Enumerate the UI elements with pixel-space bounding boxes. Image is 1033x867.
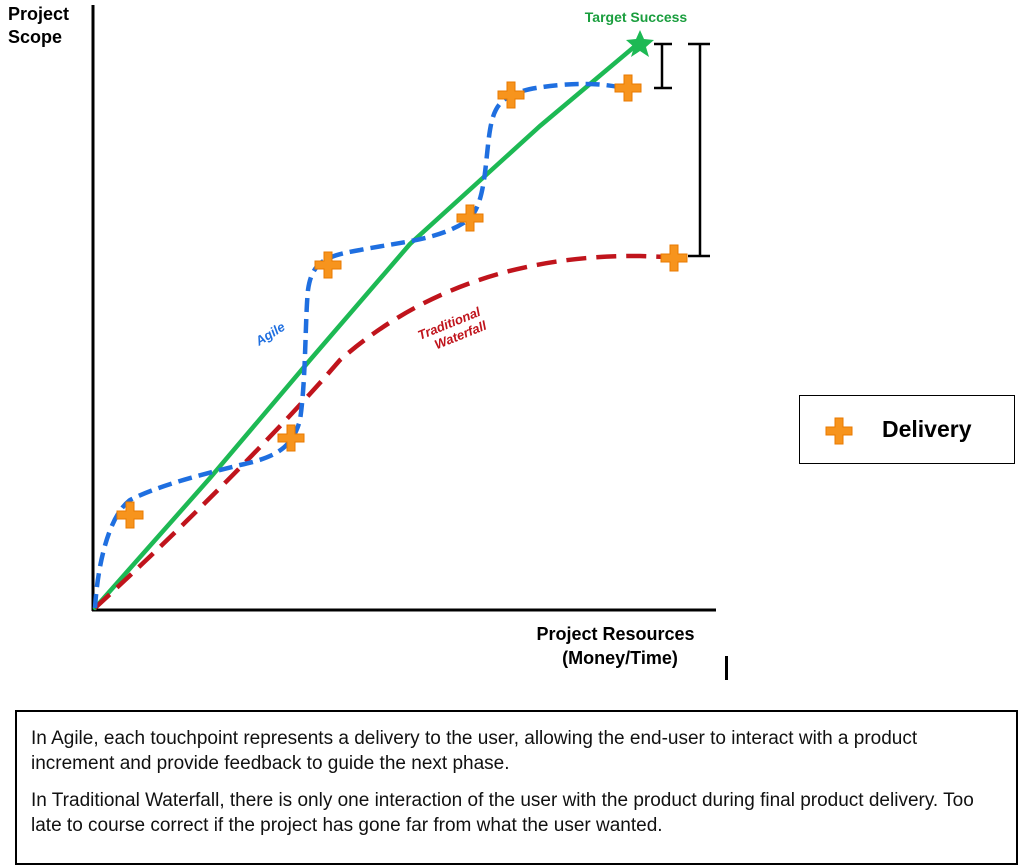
delivery-marker-5 bbox=[497, 81, 525, 109]
explanation-box: In Agile, each touchpoint represents a d… bbox=[15, 710, 1018, 865]
plus-icon bbox=[825, 417, 853, 445]
small-gap-bracket bbox=[654, 42, 672, 90]
x-axis-title: Project Resources (Money/Time) bbox=[536, 624, 699, 668]
y-axis-title-line-1: Project bbox=[8, 4, 69, 24]
legend: Delivery bbox=[799, 395, 1015, 464]
y-axis-title-line-2: Scope bbox=[8, 27, 62, 47]
target-success-label: Target Success bbox=[585, 9, 688, 25]
agile-curve bbox=[92, 81, 629, 609]
delivery-marker-waterfall bbox=[660, 244, 688, 272]
y-axis-title: Project Scope bbox=[8, 4, 74, 47]
text-cursor-mark bbox=[725, 656, 728, 680]
target-success-line bbox=[92, 39, 643, 611]
x-axis-title-line-2: (Money/Time) bbox=[562, 648, 678, 668]
waterfall-label: Traditional Waterfall bbox=[416, 303, 492, 357]
x-axis-title-line-1: Project Resources bbox=[536, 624, 694, 644]
delivery-marker-6 bbox=[614, 74, 642, 102]
agile-label: Agile bbox=[252, 319, 288, 349]
target-star-icon bbox=[626, 30, 654, 57]
agile-note: In Agile, each touchpoint represents a d… bbox=[31, 728, 918, 774]
legend-label: Delivery bbox=[882, 416, 972, 442]
large-gap-bracket bbox=[688, 42, 710, 258]
waterfall-curve bbox=[93, 253, 669, 610]
scope-resources-diagram: Project Scope Project Resources (Money/T… bbox=[8, 4, 716, 668]
waterfall-note: In Traditional Waterfall, there is only … bbox=[31, 790, 974, 836]
